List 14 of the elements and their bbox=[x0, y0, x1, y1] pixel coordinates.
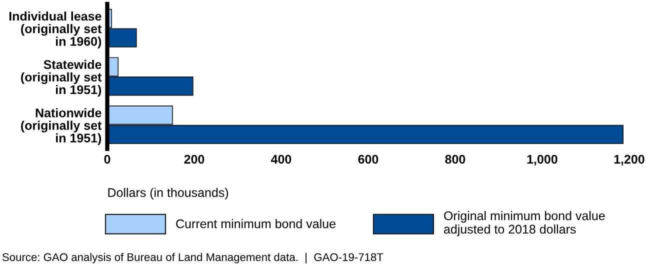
x-tick-label: 400 bbox=[270, 154, 292, 164]
x-tick-label: 600 bbox=[358, 154, 378, 164]
x-axis-title: Dollars (in thousands) bbox=[108, 188, 228, 200]
y-tick-label: Statewide (originally set in 1951) bbox=[21, 60, 102, 97]
legend-label: Original minimum bond value adjusted to 2018 dollars bbox=[444, 211, 605, 236]
y-tick-label: Individual lease (originally set in 1960) bbox=[9, 11, 102, 48]
x-tick-label: 1,000 bbox=[527, 154, 558, 166]
legend-label: Current minimum bond value bbox=[176, 219, 336, 228]
y-tick-label: Nationwide (originally set in 1951) bbox=[21, 108, 102, 145]
x-tick-label: 200 bbox=[184, 154, 204, 164]
x-tick-label: 0 bbox=[104, 154, 110, 164]
x-tick-label: 1,200 bbox=[614, 154, 644, 166]
x-tick-label: 800 bbox=[445, 154, 466, 164]
source-note: Source: GAO analysis of Bureau of Land Management data. | GAO-19-718T bbox=[2, 252, 384, 264]
